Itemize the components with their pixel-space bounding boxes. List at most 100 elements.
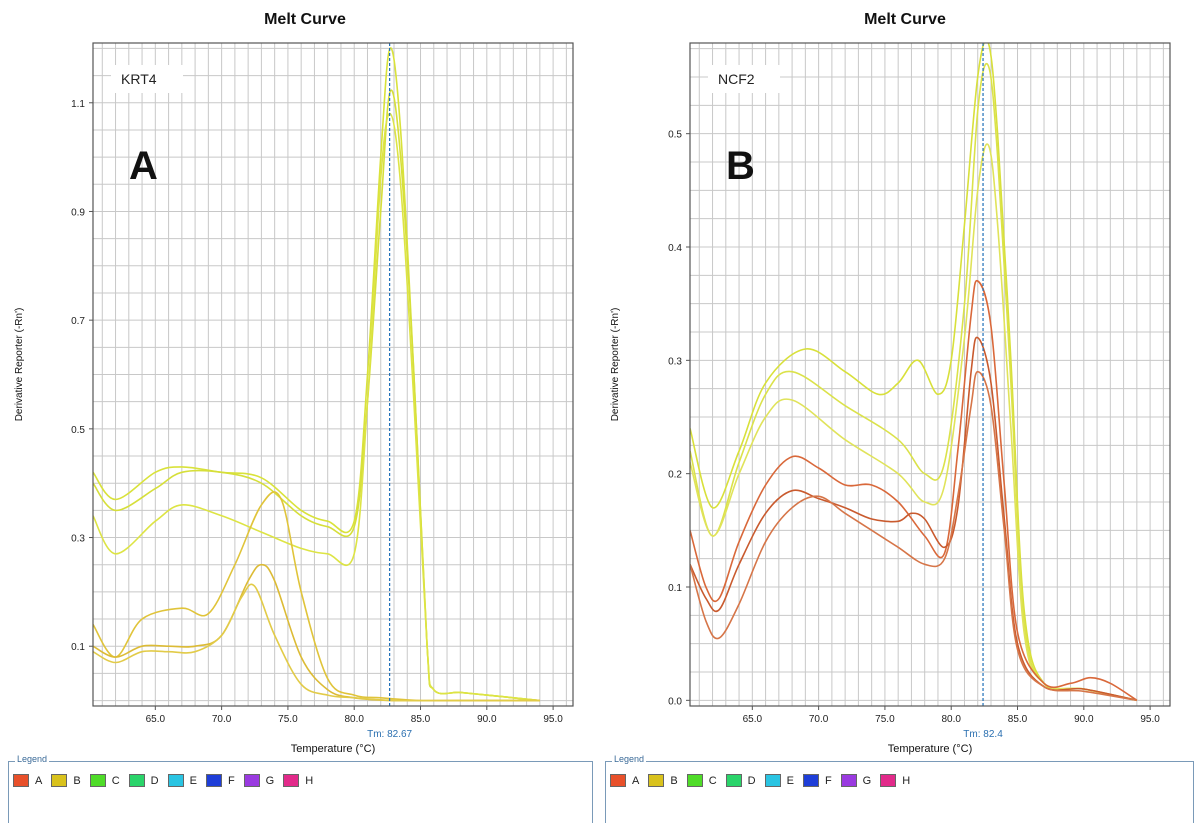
legend-label: C [708, 774, 717, 787]
x-tick-label: 65.0 [146, 714, 166, 725]
legend-title: Legend [15, 754, 50, 764]
legend-label: B [73, 774, 81, 787]
x-tick-label: 80.0 [941, 714, 961, 725]
legend-label: A [35, 774, 43, 787]
legend-label: G [265, 774, 275, 787]
chart-panel-b: Melt Curve Tm: 82.4 65.0 70.0 75.0 80.0 85.0 90… [610, 11, 1171, 755]
y-tick-label: 0.7 [71, 316, 85, 327]
legend-item: C [686, 774, 717, 787]
legend-label: E [786, 774, 794, 787]
gene-label-box [111, 65, 183, 93]
y-tick-label: 0.0 [668, 696, 682, 707]
legend-swatch [725, 774, 742, 787]
legend-swatch [13, 774, 29, 787]
y-tick-label: 0.9 [71, 207, 85, 218]
x-tick-label: 85.0 [1008, 714, 1028, 725]
x-tick-label: 75.0 [875, 714, 895, 725]
legend-item: C [89, 774, 120, 787]
legend-swatch [840, 774, 857, 787]
x-tick-label: 70.0 [212, 714, 232, 725]
series-group [690, 43, 1138, 702]
y-tick-label: 0.4 [668, 243, 682, 254]
legend-item: E [764, 774, 794, 787]
y-tick-label: 0.1 [71, 642, 85, 653]
x-tick-label: 95.0 [543, 714, 563, 725]
legend-label: H [902, 774, 911, 787]
legend-item: A [13, 774, 42, 787]
legend-label: C [111, 774, 120, 787]
legend-item: B [51, 774, 81, 787]
y-axis-label: Derivative Reporter (-Rn') [610, 308, 621, 422]
legend-label: A [632, 774, 640, 787]
legend-item: G [243, 774, 275, 787]
legend-swatch [648, 774, 665, 787]
legend-item: G [840, 774, 872, 787]
y-tick-label: 0.3 [668, 356, 682, 367]
legend-swatch [167, 774, 184, 787]
legend-items: A B C D E F G H [610, 774, 919, 787]
series-line-2 [690, 63, 1138, 702]
y-tick-label: 0.1 [668, 583, 682, 594]
legend-swatch [764, 774, 781, 787]
legend-swatch [243, 774, 260, 787]
legend-swatch [610, 774, 626, 787]
series-line-4 [690, 279, 1138, 701]
tm-label: Tm: 82.67 [367, 729, 412, 740]
legend-label: F [824, 774, 832, 787]
series-line-6 [93, 583, 540, 702]
gene-label: NCF2 [718, 71, 755, 87]
legend-item: F [802, 774, 832, 787]
series-line-3 [93, 112, 540, 702]
legend-swatch [51, 774, 68, 787]
legend-title: Legend [612, 754, 647, 764]
tm-label: Tm: 82.4 [963, 729, 1003, 740]
legend-item: B [648, 774, 678, 787]
plot-area [690, 43, 1170, 706]
y-tick-label: 1.1 [71, 99, 85, 110]
x-tick-label: 85.0 [411, 714, 431, 725]
x-axis-label: Temperature (°C) [888, 743, 972, 755]
x-tick-label: 65.0 [743, 714, 763, 725]
legend-swatch [880, 774, 897, 787]
legend-item: F [205, 774, 235, 787]
y-tick-label: 0.5 [668, 130, 682, 141]
x-tick-label: 90.0 [1074, 714, 1094, 725]
series-line-6 [690, 370, 1138, 702]
legend-panel-b: Legend A B C D E F G H [605, 754, 1194, 823]
legend-panel-a: Legend A B C D E F G H [8, 754, 593, 823]
x-axis-label: Temperature (°C) [291, 743, 375, 755]
legend-item: A [610, 774, 639, 787]
legend-item: E [167, 774, 197, 787]
y-tick-label: 0.5 [71, 425, 85, 436]
panel-letter: B [726, 144, 755, 188]
legend-item: H [283, 774, 313, 787]
chart-title: Melt Curve [264, 11, 346, 28]
legend-swatch [128, 774, 145, 787]
gene-label-box [708, 65, 780, 93]
legend-item: D [128, 774, 159, 787]
x-tick-label: 80.0 [344, 714, 364, 725]
x-tick-label: 75.0 [278, 714, 298, 725]
legend-swatch [802, 774, 819, 787]
x-tick-label: 95.0 [1140, 714, 1160, 725]
legend-items: A B C D E F G H [13, 774, 322, 787]
legend-swatch [283, 774, 300, 787]
legend-swatch [205, 774, 222, 787]
gene-label: KRT4 [121, 71, 157, 87]
legend-label: D [747, 774, 756, 787]
chart-title: Melt Curve [864, 11, 946, 28]
y-tick-label: 0.3 [71, 534, 85, 545]
legend-label: B [670, 774, 678, 787]
legend-label: G [862, 774, 872, 787]
legend-label: F [227, 774, 235, 787]
y-axis-label: Derivative Reporter (-Rn') [14, 308, 25, 422]
grid [93, 43, 573, 706]
chart-panel-a: Melt Curve Tm: 82.67 65.0 70.0 75.0 80.0 85.0 9… [14, 11, 574, 755]
x-tick-label: 90.0 [477, 714, 497, 725]
legend-swatch [686, 774, 703, 787]
legend-label: E [189, 774, 197, 787]
series-group [93, 47, 540, 702]
x-tick-label: 70.0 [809, 714, 829, 725]
plot-frame [92, 42, 574, 707]
